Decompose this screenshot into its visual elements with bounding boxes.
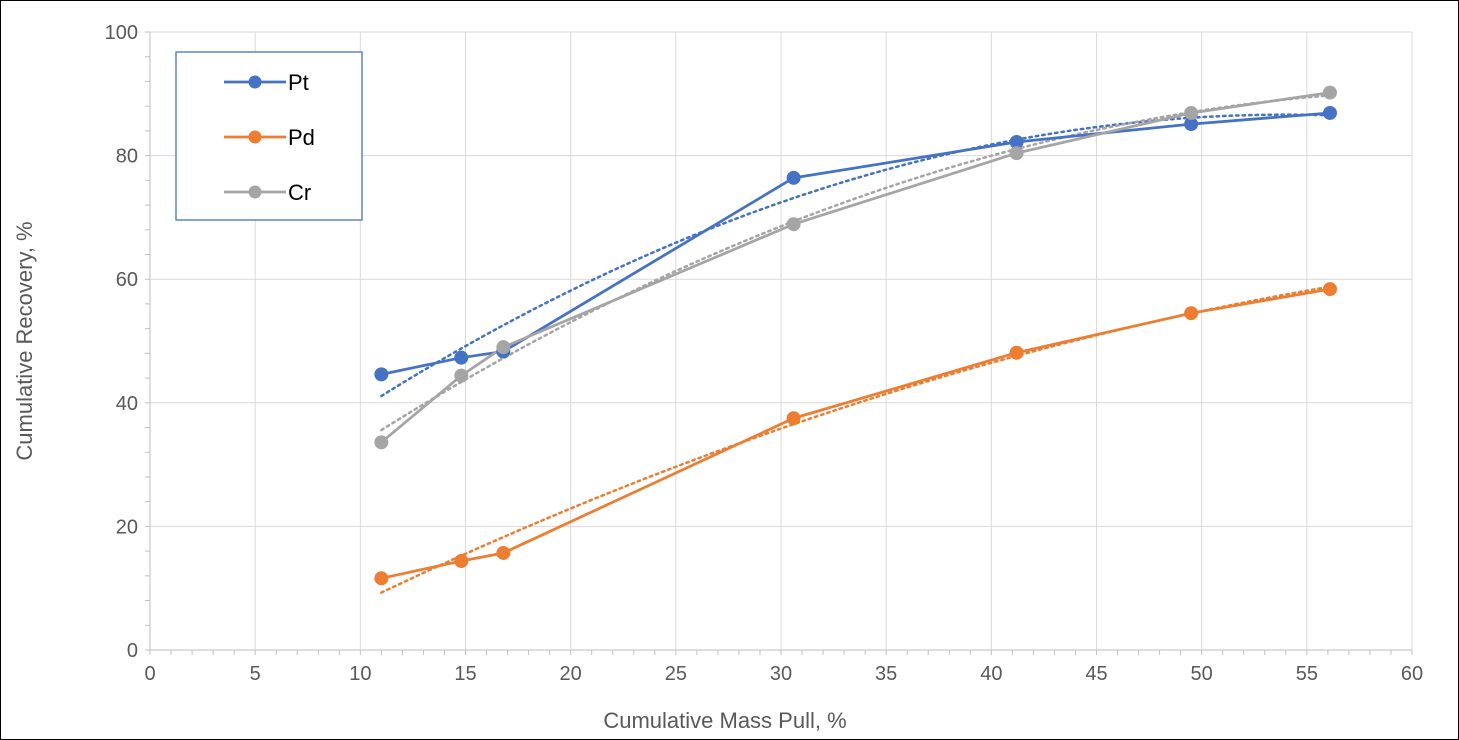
x-tick-label: 20: [560, 663, 582, 685]
legend-marker-pd: [248, 130, 262, 144]
data-points: [374, 85, 1337, 586]
data-point-pt: [1322, 105, 1337, 120]
x-tick-label: 15: [454, 663, 476, 685]
x-tick-label: 35: [875, 663, 897, 685]
data-point-pd: [374, 571, 389, 586]
data-point-pt: [786, 170, 801, 185]
gridlines: [150, 31, 1413, 650]
y-tick-labels: 0 20 40 60 80 100: [105, 22, 138, 662]
y-tick-label: 40: [116, 393, 138, 415]
legend-marker-pt: [248, 75, 262, 89]
axes: [145, 31, 1413, 655]
data-point-pt: [374, 367, 389, 382]
x-tick-label: 25: [665, 663, 687, 685]
data-point-cr: [1184, 105, 1199, 120]
x-tick-label: 40: [980, 663, 1002, 685]
x-tick-label: 5: [250, 663, 261, 685]
x-tick-label: 30: [770, 663, 792, 685]
data-point-pd: [1184, 306, 1199, 321]
trendline-cr: [380, 94, 1332, 432]
x-tick-label: 10: [349, 663, 371, 685]
legend-label-pd: Pd: [288, 125, 315, 150]
data-point-cr: [1009, 146, 1024, 161]
x-tick-label: 45: [1085, 663, 1107, 685]
legend: Pt Pd Cr: [175, 51, 363, 221]
legend-label-pt: Pt: [288, 70, 309, 95]
data-point-pd: [1009, 345, 1024, 360]
trendline-pt: [380, 113, 1332, 398]
y-tick-label: 0: [127, 640, 138, 662]
data-point-pd: [1322, 282, 1337, 297]
y-tick-label: 20: [116, 516, 138, 538]
y-axis-title: Cumulative Recovery, %: [12, 221, 37, 460]
data-point-cr: [786, 217, 801, 232]
data-point-pt: [454, 350, 469, 365]
y-tick-label: 80: [116, 146, 138, 168]
y-tick-label: 60: [116, 269, 138, 291]
x-tick-label: 50: [1191, 663, 1213, 685]
data-point-pd: [496, 545, 511, 560]
data-point-pd: [454, 554, 469, 569]
legend-marker-cr: [248, 185, 262, 199]
data-point-pd: [786, 411, 801, 426]
x-tick-label: 0: [144, 663, 155, 685]
data-point-cr: [454, 368, 469, 383]
x-tick-label: 55: [1296, 663, 1318, 685]
data-point-cr: [496, 340, 511, 355]
y-tick-label: 100: [105, 22, 138, 44]
data-point-cr: [374, 435, 389, 450]
x-tick-label: 60: [1401, 663, 1423, 685]
data-point-cr: [1322, 85, 1337, 100]
x-axis-title: Cumulative Mass Pull, %: [603, 708, 846, 733]
legend-label-cr: Cr: [288, 180, 311, 205]
x-tick-labels: 0 5 10 15 20 25 30 35 40 45 50 55 60: [144, 663, 1423, 685]
